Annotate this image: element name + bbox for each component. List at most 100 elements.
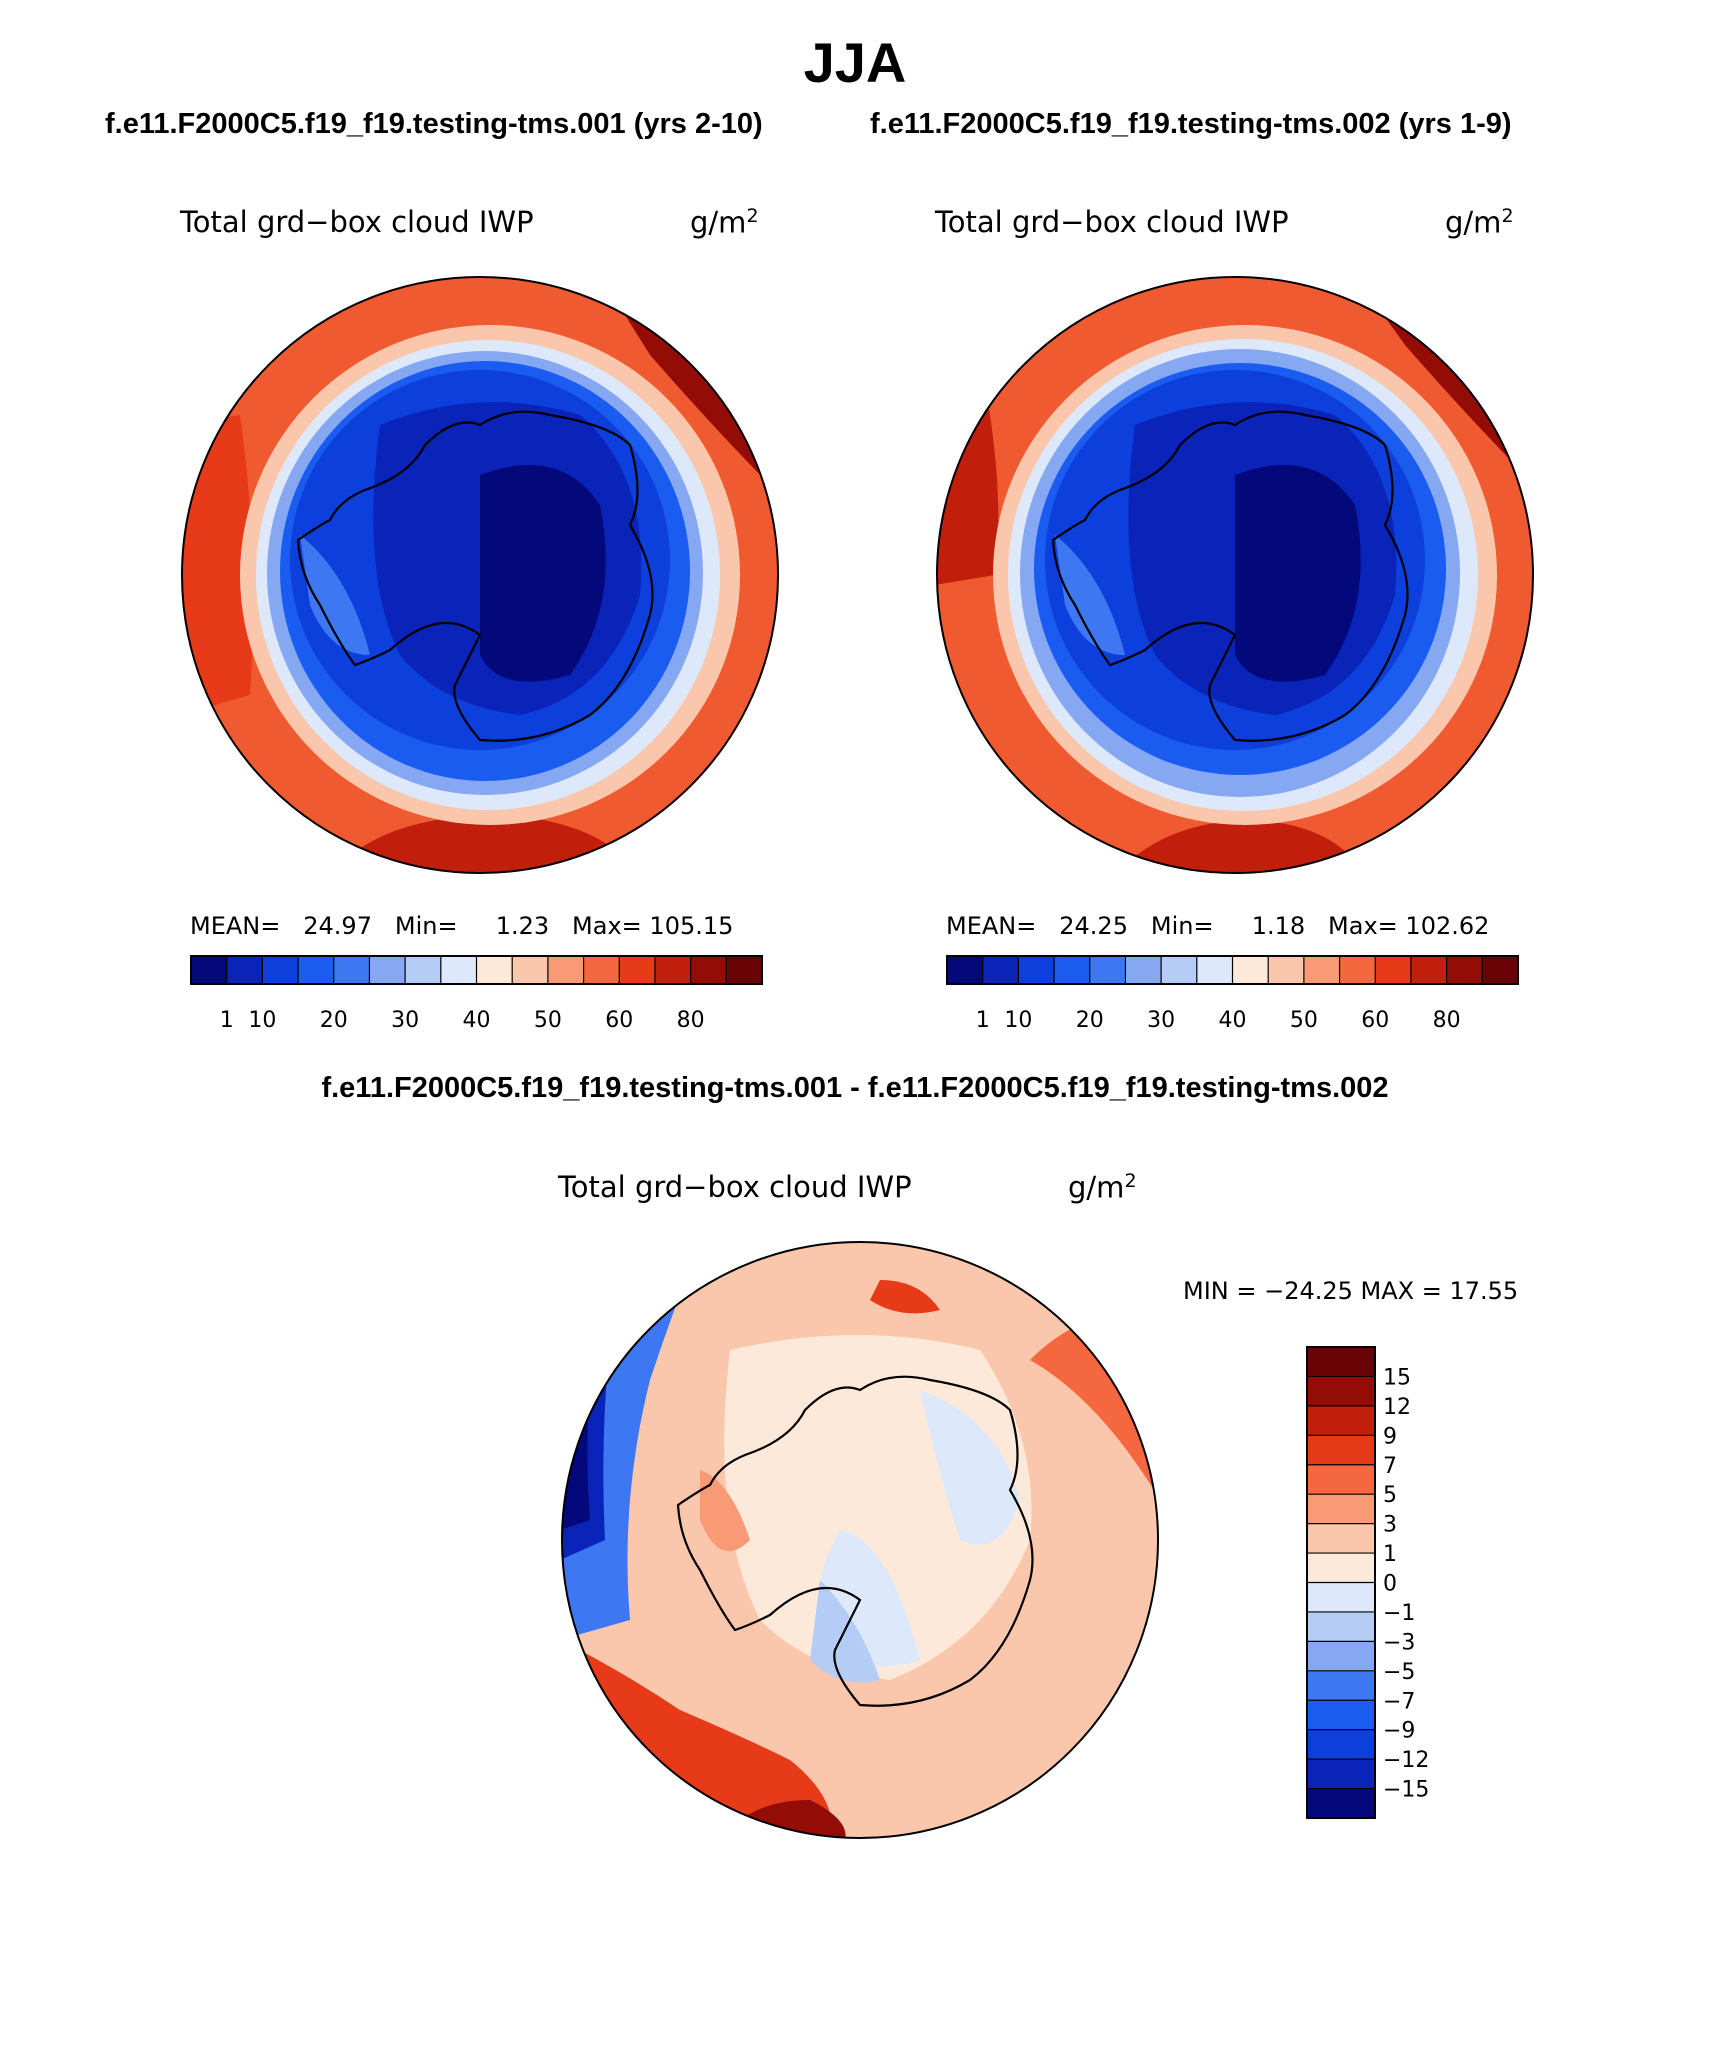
colorbar-swatch <box>440 956 477 984</box>
colorbar-swatch <box>1307 1553 1375 1583</box>
colorbar-swatch <box>947 956 984 984</box>
units-left: g/m2 <box>690 205 759 240</box>
page-title: JJA <box>803 31 907 94</box>
colorbar-swatch <box>1375 956 1412 984</box>
colorbar-tick-label: 12 <box>1383 1395 1411 1420</box>
colorbar-swatch <box>1161 956 1198 984</box>
colorbar-tick-label: 7 <box>1383 1454 1397 1479</box>
colorbar-swatch <box>726 956 763 984</box>
colorbar-tick-label: 30 <box>1147 1008 1175 1029</box>
colorbar-swatch <box>1307 1611 1375 1642</box>
case-title-right: f.e11.F2000C5.f19_f19.testing-tms.002 (y… <box>870 108 1512 140</box>
colorbar-swatch <box>1307 1376 1375 1407</box>
colorbar-tick-label: 9 <box>1383 1424 1397 1449</box>
colorbar-swatch <box>226 956 263 984</box>
colorbar-swatch <box>654 956 692 984</box>
colorbar-swatch <box>1307 1494 1375 1525</box>
colorbar-swatch <box>1268 956 1305 984</box>
colorbar-tick-label: 1 <box>1383 1542 1397 1567</box>
colorbar-frame <box>946 955 1519 985</box>
colorbar-swatch <box>1307 1405 1375 1436</box>
colorbar-difference: 15 12 9 7 5 3 1 0 −1 −3 −5 −7 −9 −12 −15 <box>1306 1346 1429 1819</box>
variable-title-right: Total grd−box cloud IWP <box>935 205 1289 239</box>
colorbar-swatch <box>1089 956 1126 984</box>
colorbar-swatch <box>1054 956 1091 984</box>
colorbar-swatch <box>690 956 727 984</box>
colorbar-tick-label: 20 <box>320 1008 348 1029</box>
colorbar-swatch <box>1196 956 1233 984</box>
colorbar-swatch <box>1307 1788 1375 1819</box>
colorbar-tick-label: 10 <box>1004 1008 1032 1029</box>
colorbar-tick-label: 15 <box>1383 1365 1411 1390</box>
colorbar-swatch <box>298 956 335 984</box>
units-right: g/m2 <box>1445 205 1514 240</box>
map-right <box>936 276 1534 874</box>
colorbar-tick-label: 40 <box>463 1008 491 1029</box>
colorbar-swatch <box>1307 1700 1375 1731</box>
colorbar-tick-label: −15 <box>1383 1778 1429 1803</box>
colorbar-left: 1 10 20 30 40 50 60 80 <box>190 955 763 1029</box>
colorbar-swatch <box>1232 956 1269 984</box>
case-title-left: f.e11.F2000C5.f19_f19.testing-tms.001 (y… <box>105 108 763 140</box>
colorbar-tick-label: −12 <box>1383 1748 1429 1773</box>
colorbar-swatch <box>512 956 549 984</box>
colorbar-tick-label: 50 <box>1290 1008 1318 1029</box>
colorbar-right: 1 10 20 30 40 50 60 80 <box>946 955 1519 1029</box>
variable-title-left: Total grd−box cloud IWP <box>180 205 534 239</box>
colorbar-swatch <box>1307 1729 1375 1760</box>
colorbar-tick-label: −3 <box>1383 1630 1415 1655</box>
colorbar-swatch <box>1018 956 1055 984</box>
minmax-diff: MIN = −24.25 MAX = 17.55 <box>1183 1277 1519 1305</box>
colorbar-swatch <box>547 956 585 984</box>
colorbar-swatch <box>1446 956 1483 984</box>
colorbar-tick-label: 80 <box>677 1008 705 1029</box>
colorbar-swatch <box>1307 1464 1375 1495</box>
colorbar-swatch <box>982 956 1019 984</box>
colorbar-swatch <box>262 956 299 984</box>
colorbar-tick-label: 0 <box>1383 1572 1397 1597</box>
colorbar-tick-label: 20 <box>1076 1008 1104 1029</box>
colorbar-frame <box>190 955 763 985</box>
colorbar-tick-label: −1 <box>1383 1601 1415 1626</box>
units-diff: g/m2 <box>1068 1170 1137 1205</box>
stats-right: MEAN= 24.25 Min= 1.18 Max= 102.62 <box>946 912 1490 940</box>
colorbar-swatch <box>1307 1759 1375 1790</box>
stats-left: MEAN= 24.97 Min= 1.23 Max= 105.15 <box>190 912 734 940</box>
colorbar-swatch <box>1307 1641 1375 1672</box>
colorbar-swatch <box>369 956 406 984</box>
colorbar-swatch <box>1303 956 1341 984</box>
colorbar-swatch <box>333 956 370 984</box>
colorbar-tick-label: −5 <box>1383 1660 1415 1685</box>
colorbar-swatch <box>405 956 442 984</box>
colorbar-tick-label: 80 <box>1433 1008 1461 1029</box>
colorbar-swatch <box>1307 1670 1375 1701</box>
colorbar-tick-label: −9 <box>1383 1719 1415 1744</box>
colorbar-swatch <box>1307 1523 1375 1554</box>
colorbar-swatch <box>1410 956 1448 984</box>
colorbar-swatch <box>1307 1435 1375 1466</box>
colorbar-swatch <box>1307 1347 1375 1377</box>
colorbar-tick-label: 3 <box>1383 1513 1397 1538</box>
colorbar-swatch <box>583 956 620 984</box>
colorbar-tick-label: 5 <box>1383 1483 1397 1508</box>
colorbar-tick-label: 50 <box>534 1008 562 1029</box>
colorbar-tick-label: 60 <box>1361 1008 1389 1029</box>
colorbar-swatch <box>1339 956 1376 984</box>
colorbar-swatch <box>1482 956 1519 984</box>
colorbar-swatch <box>476 956 513 984</box>
colorbar-swatch <box>191 956 228 984</box>
colorbar-tick-label: 60 <box>605 1008 633 1029</box>
variable-title-diff: Total grd−box cloud IWP <box>558 1170 912 1204</box>
colorbar-tick-label: 30 <box>391 1008 419 1029</box>
colorbar-swatch <box>619 956 656 984</box>
colorbar-swatch <box>1125 956 1162 984</box>
colorbar-tick-label: 10 <box>248 1008 276 1029</box>
colorbar-frame <box>1306 1346 1376 1819</box>
colorbar-tick-label: −7 <box>1383 1689 1415 1714</box>
colorbar-tick-label: 1 <box>976 1008 990 1029</box>
colorbar-swatch <box>1307 1582 1375 1613</box>
colorbar-tick-label: 40 <box>1219 1008 1247 1029</box>
map-left <box>181 276 779 874</box>
difference-title: f.e11.F2000C5.f19_f19.testing-tms.001 - … <box>321 1072 1389 1104</box>
colorbar-tick-label: 1 <box>220 1008 234 1029</box>
